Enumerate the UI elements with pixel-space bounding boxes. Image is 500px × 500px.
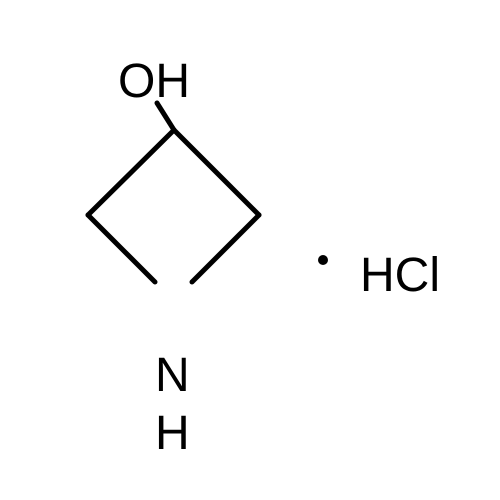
- label-oh: OH: [118, 54, 190, 109]
- label-hcl: HCl: [360, 248, 440, 303]
- bond-line: [174, 130, 259, 215]
- bond-line: [192, 215, 259, 282]
- salt-dot: [318, 255, 328, 265]
- label-h: H: [155, 406, 190, 461]
- bond-line: [88, 215, 155, 282]
- label-n: N: [155, 348, 190, 403]
- bond-line: [88, 130, 174, 215]
